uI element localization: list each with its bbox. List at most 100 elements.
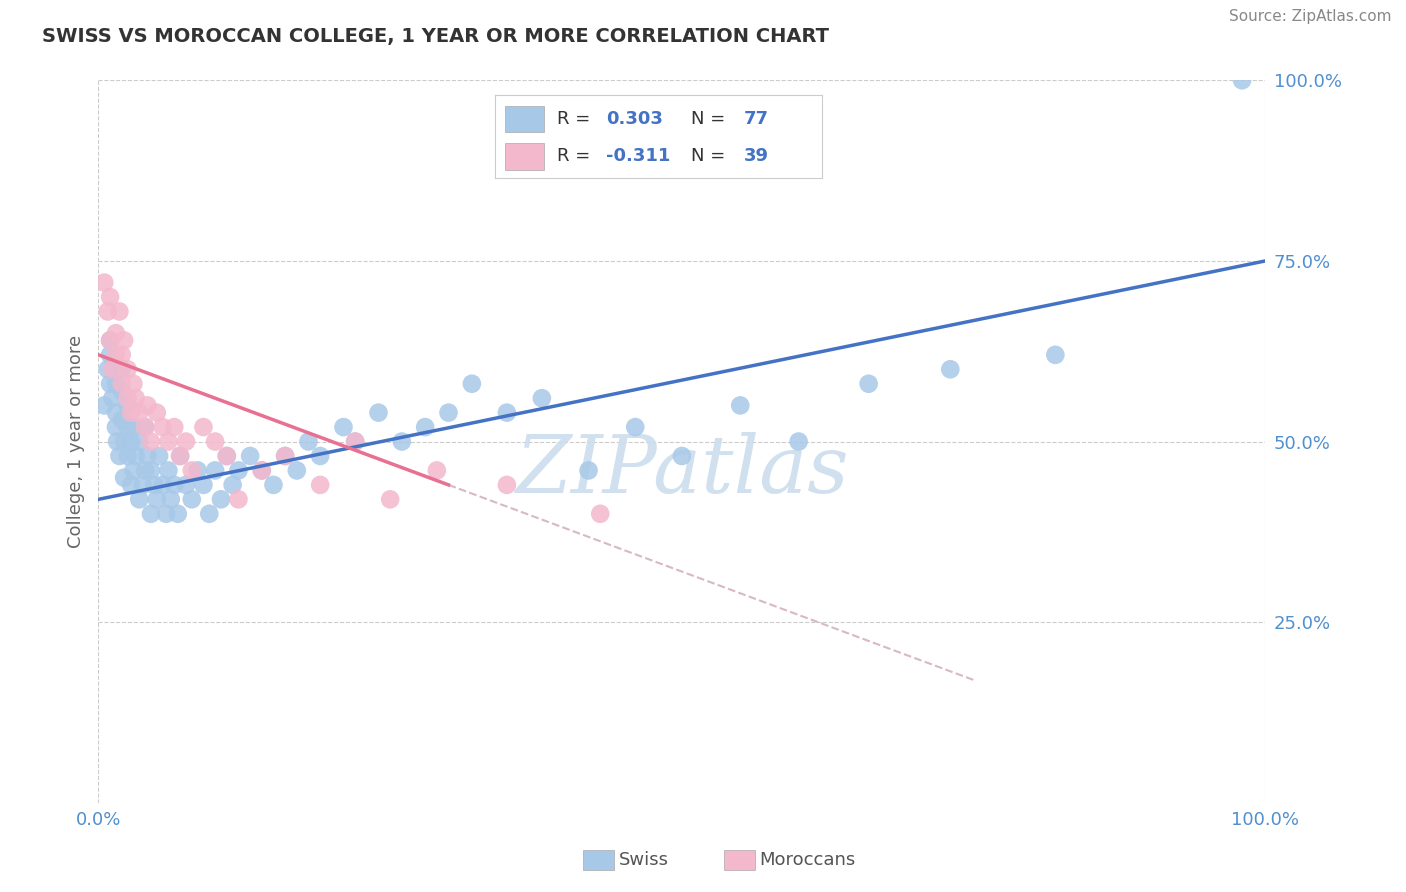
Point: [578, 463, 600, 477]
Point: [163, 478, 186, 492]
Point: [139, 434, 162, 449]
Point: [193, 420, 215, 434]
Point: [136, 398, 159, 412]
Point: [380, 492, 402, 507]
Point: [169, 449, 191, 463]
Point: [120, 406, 142, 420]
Point: [413, 420, 436, 434]
Point: [111, 362, 134, 376]
Point: [239, 449, 262, 463]
Point: [104, 376, 127, 391]
Point: [858, 376, 880, 391]
Point: [215, 449, 238, 463]
Point: [117, 362, 139, 376]
Point: [117, 449, 139, 463]
Point: [461, 376, 484, 391]
Point: [98, 334, 121, 348]
Point: [589, 507, 612, 521]
Point: [111, 413, 134, 427]
Point: [128, 492, 150, 507]
Point: [112, 434, 135, 449]
Point: [391, 434, 413, 449]
Point: [139, 463, 162, 477]
Point: [117, 391, 139, 405]
Point: [169, 449, 191, 463]
Point: [139, 507, 162, 521]
Text: SWISS VS MOROCCAN COLLEGE, 1 YEAR OR MORE CORRELATION CHART: SWISS VS MOROCCAN COLLEGE, 1 YEAR OR MOR…: [42, 27, 830, 45]
Point: [98, 348, 121, 362]
Point: [209, 492, 232, 507]
Point: [132, 478, 155, 492]
Point: [198, 507, 221, 521]
Point: [939, 362, 962, 376]
Point: [155, 507, 177, 521]
Point: [274, 449, 297, 463]
Point: [93, 276, 115, 290]
Point: [134, 420, 156, 434]
Point: [157, 434, 180, 449]
Point: [111, 384, 134, 398]
Point: [159, 492, 181, 507]
Point: [297, 434, 319, 449]
Point: [134, 420, 156, 434]
Point: [148, 449, 170, 463]
Point: [332, 420, 354, 434]
Text: Source: ZipAtlas.com: Source: ZipAtlas.com: [1229, 9, 1392, 24]
Y-axis label: College, 1 year or more: College, 1 year or more: [66, 335, 84, 548]
Point: [134, 463, 156, 477]
Point: [624, 420, 647, 434]
Point: [143, 478, 166, 492]
Point: [437, 406, 460, 420]
Point: [108, 304, 131, 318]
Point: [1230, 73, 1253, 87]
Point: [285, 463, 308, 477]
Point: [93, 398, 115, 412]
Point: [104, 326, 127, 340]
Point: [152, 478, 174, 492]
Point: [204, 434, 226, 449]
Point: [120, 434, 142, 449]
Point: [228, 463, 250, 477]
Point: [166, 507, 188, 521]
Point: [111, 348, 134, 362]
Point: [104, 420, 127, 434]
Point: [174, 478, 197, 492]
Point: [496, 406, 519, 420]
Point: [262, 478, 284, 492]
Point: [105, 434, 128, 449]
Point: [128, 406, 150, 420]
Point: [344, 434, 367, 449]
Point: [136, 449, 159, 463]
Point: [98, 376, 121, 391]
Point: [193, 478, 215, 492]
Point: [122, 463, 145, 477]
Point: [122, 420, 145, 434]
Point: [112, 334, 135, 348]
Point: [112, 470, 135, 484]
Point: [146, 492, 169, 507]
Point: [174, 434, 197, 449]
Point: [122, 376, 145, 391]
Point: [157, 463, 180, 477]
Point: [117, 420, 139, 434]
Point: [274, 449, 297, 463]
Point: [117, 398, 139, 412]
Point: [108, 449, 131, 463]
Point: [215, 449, 238, 463]
Point: [125, 449, 148, 463]
Point: [228, 492, 250, 507]
Point: [125, 391, 148, 405]
Point: [787, 434, 810, 449]
Point: [146, 406, 169, 420]
Point: [221, 478, 243, 492]
Point: [496, 478, 519, 492]
Point: [104, 348, 127, 362]
Point: [426, 463, 449, 477]
Text: Swiss: Swiss: [619, 851, 669, 869]
Point: [97, 362, 120, 376]
Point: [250, 463, 273, 477]
Text: ZIPatlas: ZIPatlas: [515, 432, 849, 509]
Point: [111, 376, 134, 391]
Point: [730, 398, 752, 412]
Point: [98, 290, 121, 304]
